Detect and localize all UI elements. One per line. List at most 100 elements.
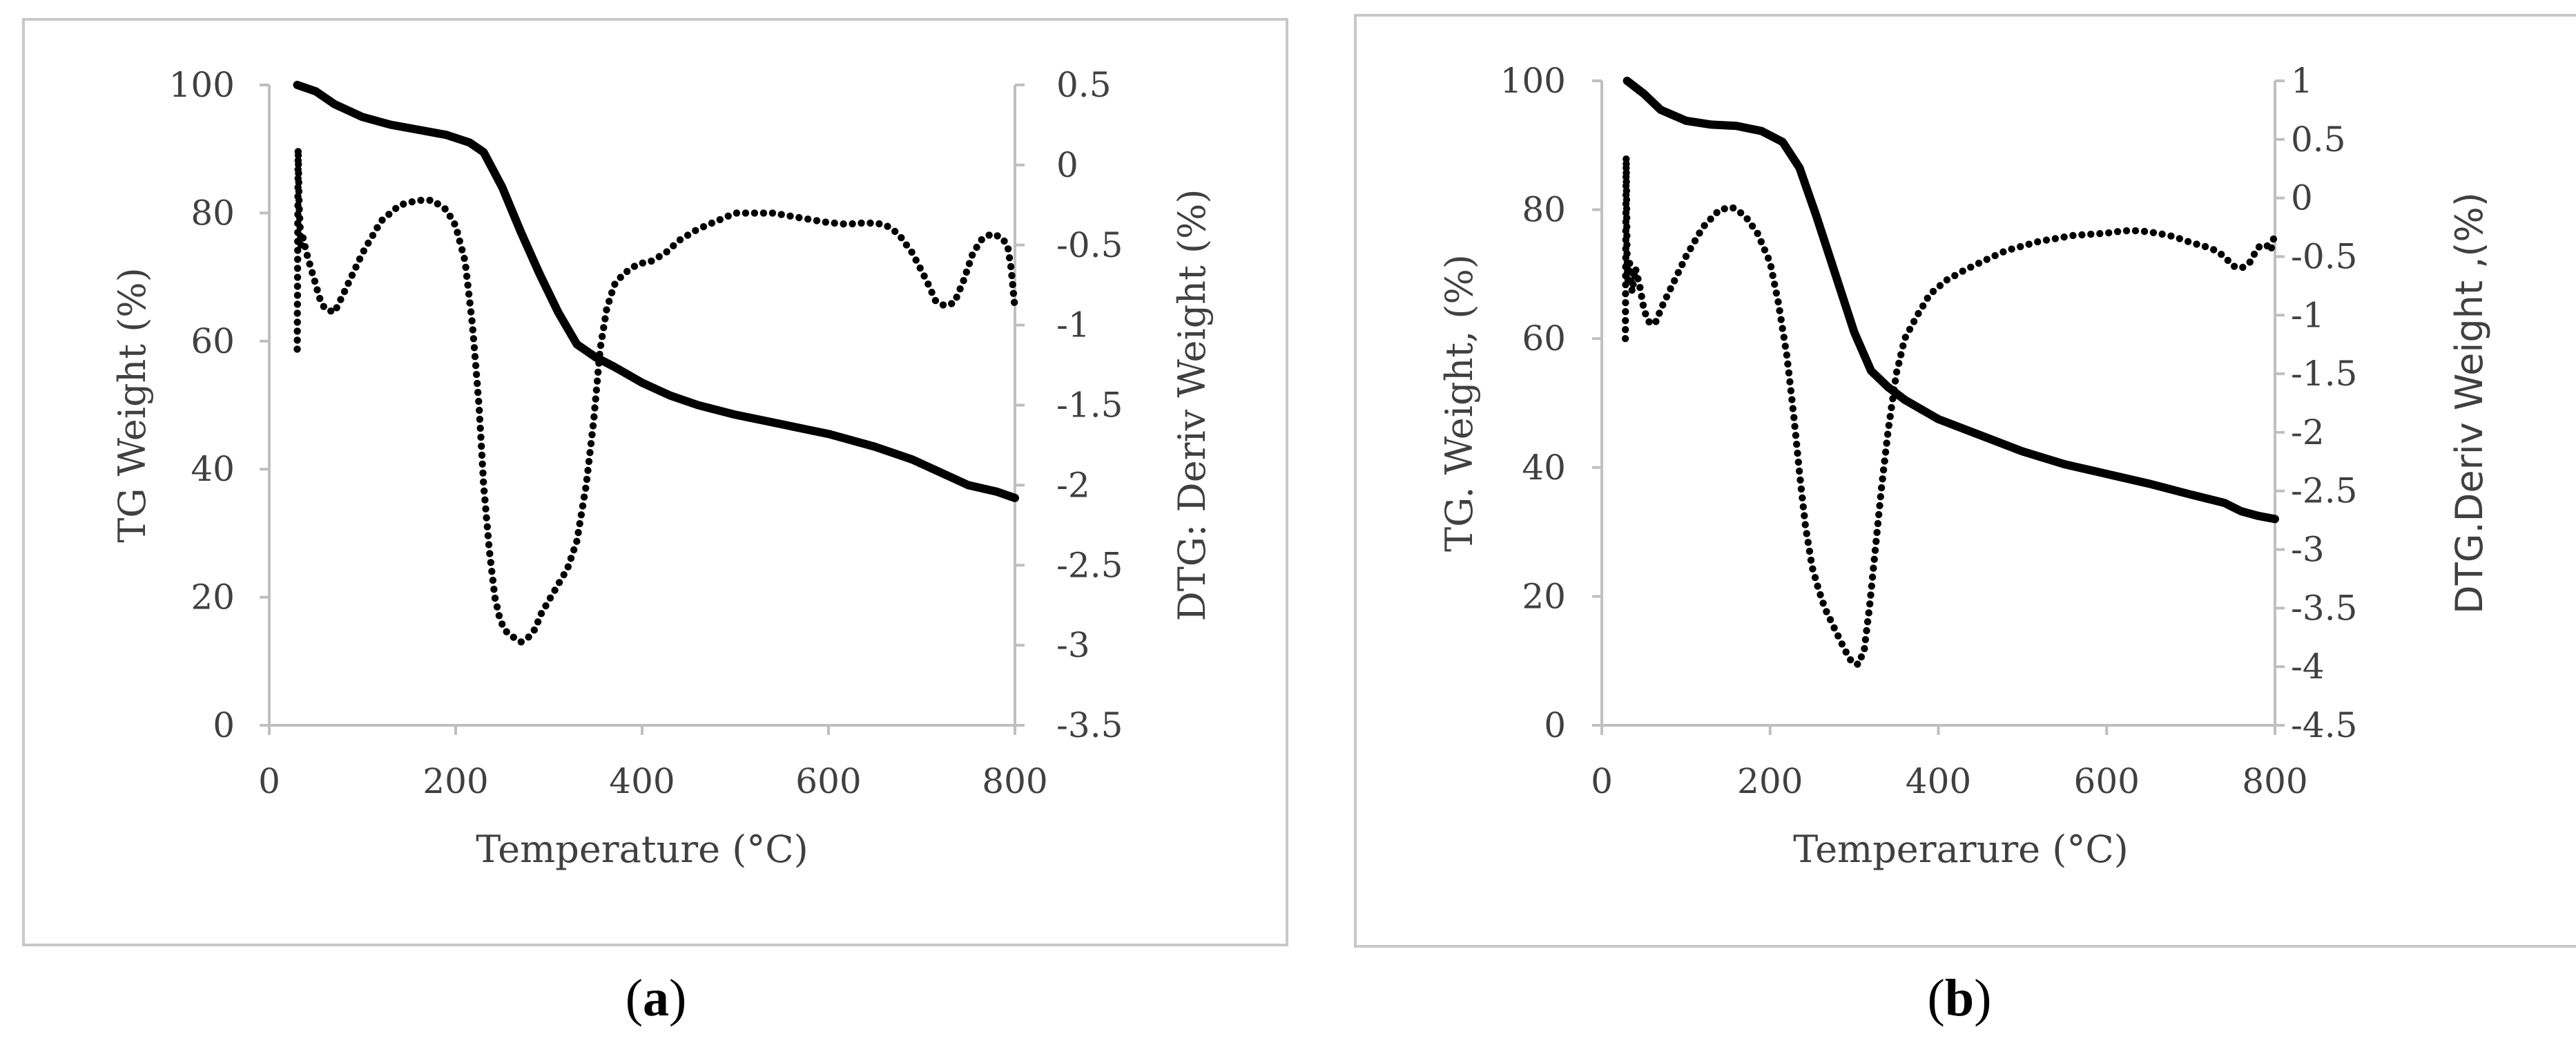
y-left-tick-label: 40 <box>1522 448 1566 488</box>
dtg-data-point <box>1959 267 1966 275</box>
dtg-data-point <box>2201 242 2209 251</box>
dtg-data-point <box>962 268 971 276</box>
dtg-data-point <box>369 231 377 239</box>
dtg-data-point <box>1876 501 1883 510</box>
dtg-data-point <box>374 224 381 231</box>
dtg-data-point <box>1010 298 1018 306</box>
dtg-data-point <box>1797 485 1805 493</box>
dtg-data-point <box>471 353 479 361</box>
dtg-data-point <box>1877 493 1884 501</box>
dtg-data-point <box>1870 555 1878 563</box>
dtg-data-point <box>1793 441 1801 448</box>
dtg-data-point <box>2105 229 2113 237</box>
dtg-data-point <box>408 198 416 206</box>
dtg-data-point <box>590 413 598 421</box>
dtg-data-point <box>1899 342 1907 350</box>
dtg-data-point <box>1794 449 1801 457</box>
y-right-tick-label: -1.5 <box>2291 354 2357 394</box>
panel-label: (a) <box>626 969 687 1027</box>
dtg-data-point <box>426 196 434 204</box>
dtg-data-point <box>813 217 821 224</box>
dtg-data-point <box>385 211 393 218</box>
dtg-data-point <box>1861 635 1870 644</box>
dtg-data-point <box>1883 430 1892 438</box>
dtg-data-point <box>1623 160 1630 168</box>
dtg-data-point <box>1885 421 1892 429</box>
dtg-data-point <box>574 528 582 537</box>
dtg-data-point <box>623 267 631 276</box>
dtg-data-point <box>595 359 603 367</box>
dtg-data-point <box>670 242 677 249</box>
dtg-data-point <box>295 160 302 169</box>
y-right-tick-label: -2.5 <box>1056 545 1123 585</box>
dtg-data-point <box>1623 169 1630 177</box>
y-right-tick-label: -2 <box>2291 412 2325 452</box>
dtg-data-point <box>461 254 468 262</box>
dtg-data-point <box>1999 248 2007 256</box>
dtg-data-point <box>579 502 587 510</box>
dtg-data-point <box>2131 227 2140 235</box>
dtg-data-point <box>468 317 476 325</box>
dtg-data-point <box>1007 262 1015 271</box>
dtg-data-point <box>348 271 356 279</box>
x-tick-label: 0 <box>1591 761 1613 801</box>
dtg-data-point <box>327 307 335 315</box>
dtg-data-point <box>822 218 830 226</box>
panel-label-letter: b <box>1945 969 1974 1027</box>
y-left-tick-label: 20 <box>191 577 235 618</box>
x-tick-label: 400 <box>1906 761 1971 801</box>
dtg-data-point <box>1730 204 1737 212</box>
panel-frame <box>1354 14 2576 948</box>
dtg-data-point <box>296 205 303 213</box>
dtg-data-point <box>1629 280 1637 288</box>
dtg-data-point <box>1906 325 1914 333</box>
dtg-data-point <box>600 324 608 332</box>
dtg-data-point <box>564 563 572 571</box>
dtg-data-point <box>2051 235 2059 242</box>
dtg-data-point <box>920 272 928 280</box>
dtg-data-point <box>840 220 847 228</box>
dtg-data-point <box>1757 238 1765 246</box>
dtg-data-point <box>606 298 613 305</box>
y-right-tick-label: -1 <box>2291 295 2325 335</box>
x-axis-title: Temperature (°C) <box>476 828 808 871</box>
dtg-data-point <box>1761 246 1769 254</box>
dtg-data-point <box>441 205 449 213</box>
dtg-data-point <box>451 220 458 228</box>
dtg-data-point <box>295 169 302 178</box>
y-left-tick-label: 0 <box>1544 705 1566 745</box>
dtg-data-point <box>601 315 609 323</box>
dtg-data-point <box>891 227 899 236</box>
dtg-data-point <box>525 633 532 641</box>
x-tick-label: 200 <box>423 761 488 801</box>
y-right-tick-label: -1.5 <box>1056 385 1123 426</box>
y-left-tick-label: 40 <box>191 449 235 489</box>
dtg-data-point <box>1879 475 1886 483</box>
dtg-data-point <box>655 253 663 260</box>
panel-label-close-paren: ) <box>669 969 686 1027</box>
dtg-data-point <box>295 187 303 195</box>
panel-label-letter: a <box>643 969 669 1027</box>
dtg-data-point <box>487 559 494 566</box>
dtg-data-point <box>742 209 750 217</box>
dtg-data-point <box>489 576 497 584</box>
dtg-data-point <box>1910 318 1918 325</box>
dtg-data-point <box>1861 644 1868 653</box>
dtg-data-point <box>293 291 302 299</box>
dtg-data-point <box>493 603 501 611</box>
dtg-data-point <box>1771 280 1779 288</box>
dtg-data-point <box>1780 334 1788 341</box>
dtg-data-point <box>1819 600 1827 607</box>
dtg-data-point <box>1005 254 1014 262</box>
dtg-data-point <box>1008 271 1016 280</box>
dtg-data-point <box>1682 253 1690 260</box>
dtg-data-point <box>1834 632 1842 640</box>
y-right-tick-label: -3.5 <box>1056 705 1123 745</box>
dtg-data-point <box>475 397 483 405</box>
dtg-data-point <box>2267 244 2276 251</box>
dtg-data-point <box>1799 494 1806 501</box>
dtg-data-point <box>293 283 302 290</box>
dtg-data-point <box>1623 223 1631 231</box>
dtg-data-point <box>1817 591 1824 599</box>
y-left-tick-label: 60 <box>191 321 235 361</box>
